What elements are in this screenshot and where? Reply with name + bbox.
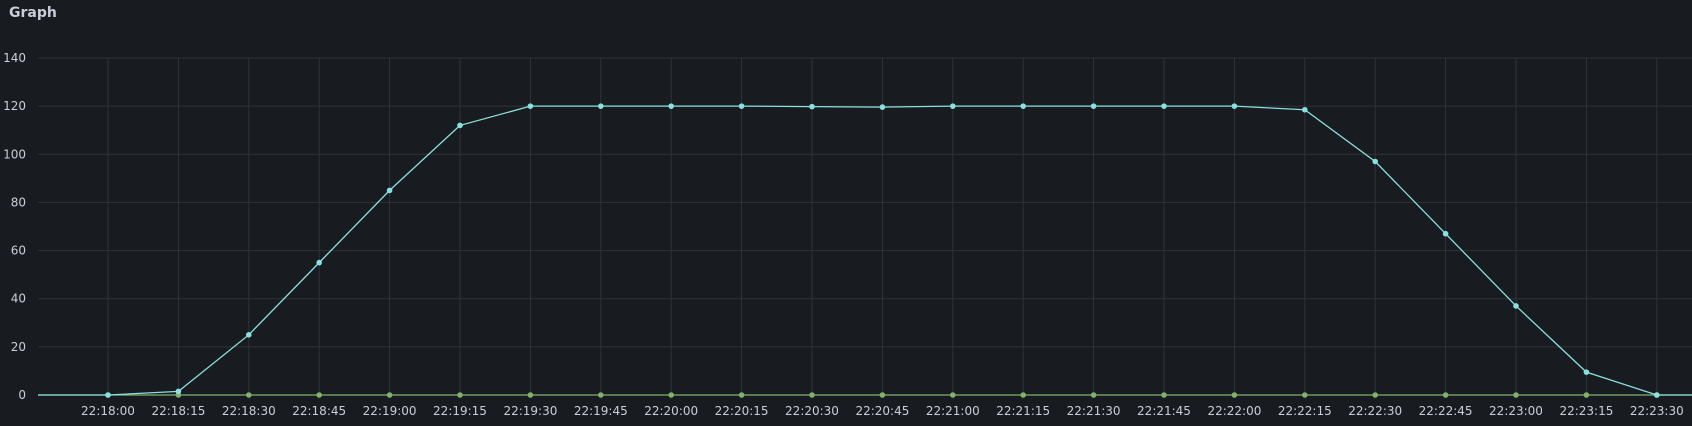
data-point <box>246 392 252 398</box>
data-point <box>1442 392 1449 398</box>
data-point <box>1583 369 1590 375</box>
data-point <box>105 392 111 398</box>
data-point <box>386 392 393 398</box>
data-point <box>1161 103 1167 109</box>
data-point <box>527 392 534 398</box>
x-tick-label: 22:23:00 <box>1489 404 1543 418</box>
data-point <box>1231 392 1238 398</box>
x-tick-label: 22:21:00 <box>926 404 980 418</box>
y-axis-tick-labels: 0 20 40 60 80 100 120 140 <box>3 51 26 402</box>
data-point <box>457 392 463 398</box>
x-tick-label: 22:22:00 <box>1207 404 1261 418</box>
data-point <box>598 392 604 398</box>
data-point <box>738 103 745 109</box>
data-point <box>950 392 956 398</box>
y-tick-label: 60 <box>11 244 26 258</box>
grid-layer <box>38 57 1692 396</box>
data-point <box>316 259 323 266</box>
x-tick-label: 22:18:30 <box>222 404 276 418</box>
panel-title[interactable]: Graph <box>9 5 57 21</box>
data-point <box>1302 392 1308 398</box>
data-point <box>1372 158 1378 165</box>
data-point <box>1020 392 1026 398</box>
y-tick-label: 140 <box>3 51 26 65</box>
data-point <box>1372 392 1378 398</box>
data-point <box>1302 106 1308 113</box>
series-layer <box>38 103 1692 398</box>
x-tick-label: 22:18:45 <box>292 404 346 418</box>
x-tick-label: 22:19:00 <box>363 404 417 418</box>
x-tick-label: 22:20:30 <box>785 404 839 418</box>
x-tick-label: 22:20:45 <box>855 404 909 418</box>
data-point <box>668 103 674 109</box>
x-tick-label: 22:22:30 <box>1348 404 1402 418</box>
data-point <box>1090 103 1097 109</box>
y-tick-label: 40 <box>11 292 26 306</box>
x-tick-label: 22:21:45 <box>1137 404 1191 418</box>
data-point <box>1161 392 1167 398</box>
x-axis-tick-labels: 22:18:00 22:18:15 22:18:30 22:18:45 22:19:00… <box>81 404 1684 418</box>
data-point <box>1442 230 1449 237</box>
data-point <box>879 392 886 398</box>
x-tick-label: 22:20:15 <box>715 404 769 418</box>
data-point <box>1090 392 1097 398</box>
data-point <box>598 103 604 109</box>
data-point <box>527 103 534 109</box>
x-tick-label: 22:18:00 <box>81 404 135 418</box>
x-tick-label: 22:21:15 <box>996 404 1050 418</box>
data-point <box>809 392 815 398</box>
data-point <box>809 103 815 110</box>
x-tick-label: 22:19:30 <box>503 404 557 418</box>
y-tick-label: 120 <box>3 99 26 113</box>
data-point <box>316 392 323 398</box>
data-point <box>457 122 463 129</box>
data-point <box>738 392 745 398</box>
data-point <box>668 392 674 398</box>
data-point <box>1654 392 1660 398</box>
x-tick-label: 22:19:15 <box>433 404 487 418</box>
data-point <box>879 104 886 110</box>
x-tick-label: 22:22:45 <box>1419 404 1473 418</box>
y-tick-label: 80 <box>11 195 26 209</box>
x-tick-label: 22:23:30 <box>1630 404 1684 418</box>
y-tick-label: 20 <box>11 340 26 354</box>
data-point <box>1513 392 1519 398</box>
data-point <box>1020 103 1026 109</box>
x-tick-label: 22:18:15 <box>151 404 205 418</box>
x-tick-label: 22:19:45 <box>574 404 628 418</box>
x-tick-label: 22:22:15 <box>1278 404 1332 418</box>
data-point <box>1231 103 1238 109</box>
data-point <box>950 103 956 109</box>
x-tick-label: 22:21:30 <box>1067 404 1121 418</box>
data-point <box>1513 303 1519 309</box>
y-tick-label: 0 <box>18 388 26 402</box>
data-point <box>246 332 252 338</box>
x-tick-label: 22:23:15 <box>1559 404 1613 418</box>
data-point <box>386 187 393 194</box>
data-point <box>1583 392 1590 398</box>
data-point <box>175 388 182 395</box>
x-tick-label: 22:20:00 <box>644 404 698 418</box>
y-tick-label: 100 <box>3 147 26 161</box>
